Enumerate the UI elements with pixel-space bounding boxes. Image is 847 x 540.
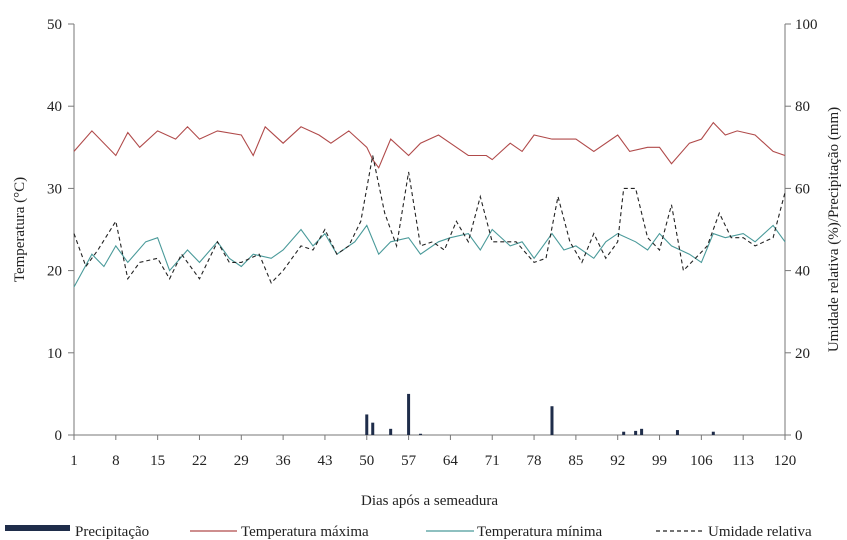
left-tick-label: 10 <box>47 346 62 362</box>
left-y-axis-title: Temperatura (°C) <box>12 177 28 282</box>
precipitation-bar <box>640 428 644 435</box>
right-tick-label: 20 <box>795 346 810 362</box>
right-tick-label: 100 <box>795 17 818 33</box>
x-tick-label: 92 <box>610 453 625 469</box>
right-tick-label: 80 <box>795 99 810 115</box>
x-tick-label: 120 <box>774 453 797 469</box>
precipitation-bar <box>389 428 393 435</box>
x-axis-ticks: 1 8 15 22 29 36 43 50 57 64 71 78 85 92 99 106 113 120 <box>70 435 796 469</box>
left-tick-label: 0 <box>55 428 63 444</box>
left-tick-label: 40 <box>47 99 62 115</box>
precipitation-bar <box>550 406 554 435</box>
right-tick-label: 40 <box>795 264 810 280</box>
left-axis-ticks: 0 10 20 30 40 50 <box>47 17 74 444</box>
precipitation-bar <box>622 431 626 435</box>
series-lines <box>73 121 786 288</box>
precipitation-bar <box>371 422 375 435</box>
x-axis-title: Dias após a semeadura <box>361 493 498 509</box>
x-tick-label: 43 <box>317 453 332 469</box>
plot-area: 0 10 20 30 40 50 0 20 40 60 80 100 1 8 15 22 29 36 43 50 5… <box>47 17 818 469</box>
legend-label-precipitation: Precipitação <box>75 524 149 540</box>
precipitation-bar <box>675 430 679 435</box>
legend-label-tmax: Temperatura máxima <box>241 524 369 540</box>
right-axis-ticks: 0 20 40 60 80 100 <box>785 17 818 444</box>
precipitation-bars <box>365 393 715 435</box>
x-tick-label: 85 <box>568 453 583 469</box>
legend-label-tmin: Temperatura mínima <box>477 524 602 540</box>
right-tick-label: 60 <box>795 181 810 197</box>
right-y-axis-title: Umidade relativa (%)/Precipitação (mm) <box>826 107 842 352</box>
right-tick-label: 0 <box>795 428 803 444</box>
x-tick-label: 106 <box>690 453 713 469</box>
left-tick-label: 30 <box>47 181 62 197</box>
precipitation-bar <box>365 414 369 435</box>
x-tick-label: 113 <box>732 453 754 469</box>
x-tick-label: 71 <box>485 453 500 469</box>
left-tick-label: 50 <box>47 17 62 33</box>
x-tick-label: 1 <box>70 453 78 469</box>
x-tick-label: 29 <box>234 453 249 469</box>
precipitation-bar <box>419 433 423 435</box>
x-tick-label: 36 <box>276 453 292 469</box>
x-tick-label: 50 <box>359 453 374 469</box>
legend-swatch-precipitation <box>5 525 70 531</box>
x-tick-label: 8 <box>112 453 120 469</box>
x-tick-label: 15 <box>150 453 165 469</box>
series-line-tmin <box>73 224 786 288</box>
x-tick-label: 99 <box>652 453 667 469</box>
precipitation-bar <box>407 393 411 435</box>
x-tick-label: 22 <box>192 453 207 469</box>
precipitation-bar <box>634 430 638 435</box>
series-line-humidity <box>73 155 786 284</box>
x-tick-label: 78 <box>527 453 542 469</box>
x-tick-label: 57 <box>401 453 417 469</box>
left-tick-label: 20 <box>47 264 62 280</box>
precipitation-bar <box>711 431 715 435</box>
x-tick-label: 64 <box>443 453 459 469</box>
series-line-tmax <box>73 121 786 169</box>
legend: Precipitação Temperatura máxima Temperat… <box>5 524 812 540</box>
legend-label-humidity: Umidade relativa <box>708 524 812 540</box>
